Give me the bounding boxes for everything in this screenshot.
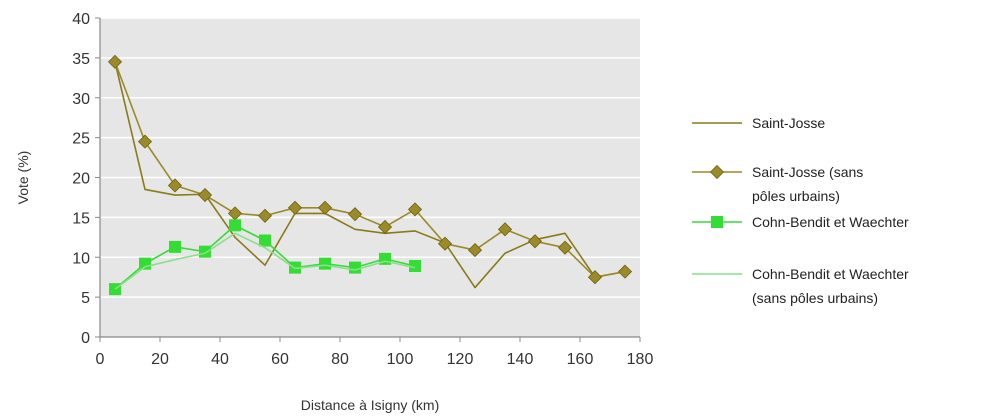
y-tick-label: 10 (72, 250, 90, 267)
y-tick-label: 20 (72, 171, 90, 188)
data-point (617, 264, 633, 279)
data-point (409, 260, 421, 273)
y-tick-label: 5 (81, 290, 90, 307)
x-tick-label: 0 (96, 351, 105, 368)
data-point (377, 219, 393, 235)
x-tick-label: 100 (387, 351, 414, 368)
data-point (169, 240, 181, 253)
series-4 (114, 232, 416, 290)
y-tick-label: 15 (72, 210, 90, 227)
data-point (197, 187, 213, 203)
data-point (467, 243, 483, 258)
x-tick-label: 120 (447, 351, 474, 368)
y-axis-title: Vote (%) (15, 151, 31, 205)
legend-item: Cohn-Bendit et Waechter (692, 214, 909, 230)
x-tick-label: 160 (567, 351, 594, 368)
x-tick-label: 20 (151, 351, 169, 368)
data-point (587, 270, 603, 285)
legend-label: Saint-Josse (752, 115, 825, 131)
legend-marker (709, 164, 725, 180)
x-tick-label: 40 (211, 351, 229, 368)
x-tick-label: 60 (271, 351, 289, 368)
series-2 (107, 54, 633, 285)
series-group (107, 54, 633, 296)
legend: Saint-Josse Saint-Josse (sans pôles urbain… (692, 115, 909, 306)
data-point (229, 219, 241, 232)
data-point (407, 202, 423, 217)
y-tick-label: 0 (81, 330, 90, 347)
data-point (319, 257, 331, 270)
x-tick-label: 180 (627, 351, 654, 368)
legend-marker (711, 216, 723, 228)
y-tick-label: 35 (72, 51, 90, 68)
y-tick-label: 30 (72, 91, 90, 108)
data-point (437, 236, 453, 251)
legend-item: Saint-Josse (sans pôles urbains) (692, 164, 863, 204)
legend-label: pôles urbains) (752, 188, 840, 204)
data-point (139, 257, 151, 270)
x-tick-label: 140 (507, 351, 534, 368)
y-tick-label: 25 (72, 131, 90, 148)
legend-label: Cohn-Bendit et Waechter (752, 266, 909, 282)
data-point (167, 178, 183, 193)
data-point (137, 134, 153, 149)
data-point (557, 240, 573, 255)
data-point (259, 234, 271, 247)
legend-label: Saint-Josse (sans (752, 164, 863, 180)
data-point (199, 245, 211, 258)
legend-item: Saint-Josse (692, 115, 825, 131)
legend-item: Cohn-Bendit et Waechter (sans pôles urbai… (692, 266, 909, 306)
series-line (114, 232, 416, 290)
tick-labels: 0 5 10 15 20 25 30 35 40 0 20 40 60 80 100 120 140 160 180 (72, 11, 653, 368)
data-point (347, 207, 363, 222)
x-tick-label: 80 (331, 351, 349, 368)
x-axis-title: Distance à Isigny (km) (301, 397, 439, 413)
data-point (527, 234, 543, 249)
data-point (317, 200, 333, 215)
data-point (287, 200, 303, 215)
data-point (349, 261, 361, 274)
legend-label: (sans pôles urbains) (752, 290, 878, 306)
legend-label: Cohn-Bendit et Waechter (752, 214, 909, 230)
data-point (497, 222, 513, 237)
y-tick-label: 40 (72, 11, 90, 28)
data-point (257, 208, 273, 223)
data-point (107, 54, 123, 69)
